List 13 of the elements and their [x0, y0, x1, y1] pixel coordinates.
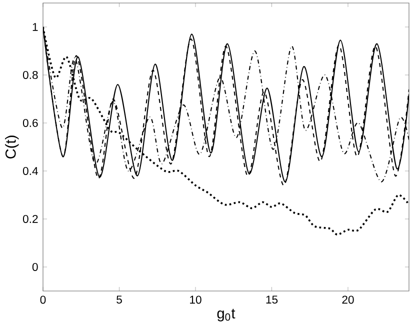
y-tick-label: 0.8 — [22, 70, 38, 79]
y-tick-label: 0 — [32, 262, 38, 271]
x-tick-label: 20 — [342, 296, 354, 304]
x-tick-label: 10 — [190, 296, 202, 304]
x-tick-label: 0 — [40, 296, 46, 304]
x-tick-label: 5 — [116, 296, 122, 304]
y-tick-label: 0.6 — [22, 118, 38, 127]
x-axis-title: g$_{0}$t — [217, 308, 236, 322]
y-axis-title: C(t) — [5, 136, 19, 158]
y-tick-label: 0.2 — [22, 214, 38, 223]
y-tick-label: 0.4 — [22, 166, 38, 175]
y-tick-label: 1 — [32, 23, 38, 31]
x-tick-label: 15 — [266, 296, 278, 304]
